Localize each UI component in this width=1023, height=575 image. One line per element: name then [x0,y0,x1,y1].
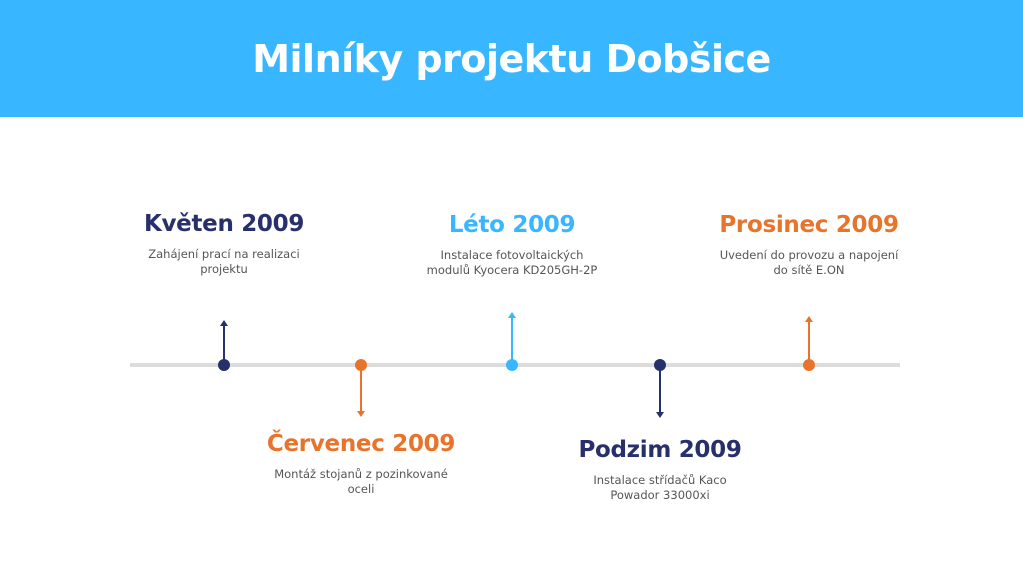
milestone-description: Uvedení do provozu a napojení do sítě E.… [719,248,899,277]
milestone-dot [654,359,666,371]
milestone-item: Červenec 2009 Montáž stojanů z pozinkovan… [241,431,481,497]
milestone-dot [506,359,518,371]
milestone-arrow-stem [659,365,661,416]
milestone-arrow-stem [808,318,810,365]
page-title: Milníky projektu Dobšice [252,36,771,81]
milestone-title: Květen 2009 [143,211,305,237]
milestone-dot [218,359,230,371]
arrow-up-icon [220,320,228,326]
milestone-item: Prosinec 2009 Uvedení do provozu a napoje… [689,212,929,278]
milestone-description: Instalace fotovoltaických modulů Kyocera… [426,248,598,277]
milestone-dot [803,359,815,371]
milestone-arrow-stem [223,322,225,365]
milestone-title: Podzim 2009 [578,437,742,463]
arrow-down-icon [357,411,365,417]
milestone-arrow-stem [511,314,513,365]
arrow-up-icon [508,312,516,318]
milestone-arrow-stem [360,365,362,415]
milestone-title: Léto 2009 [448,212,576,238]
arrow-up-icon [805,316,813,322]
milestone-description: Zahájení prací na realizaci projektu [148,247,300,276]
milestone-description: Montáž stojanů z pozinkované oceli [274,467,448,496]
header-banner: Milníky projektu Dobšice [0,0,1023,117]
milestone-title: Červenec 2009 [266,431,456,457]
milestone-item: Léto 2009 Instalace fotovoltaických modul… [392,212,632,278]
milestone-item: Květen 2009 Zahájení prací na realizaci p… [104,211,344,277]
milestone-dot [355,359,367,371]
arrow-down-icon [656,412,664,418]
milestone-item: Podzim 2009 Instalace střídačů Kaco Powad… [540,437,780,503]
milestone-description: Instalace střídačů Kaco Powador 33000xi [593,473,727,502]
milestone-title: Prosinec 2009 [719,212,899,238]
